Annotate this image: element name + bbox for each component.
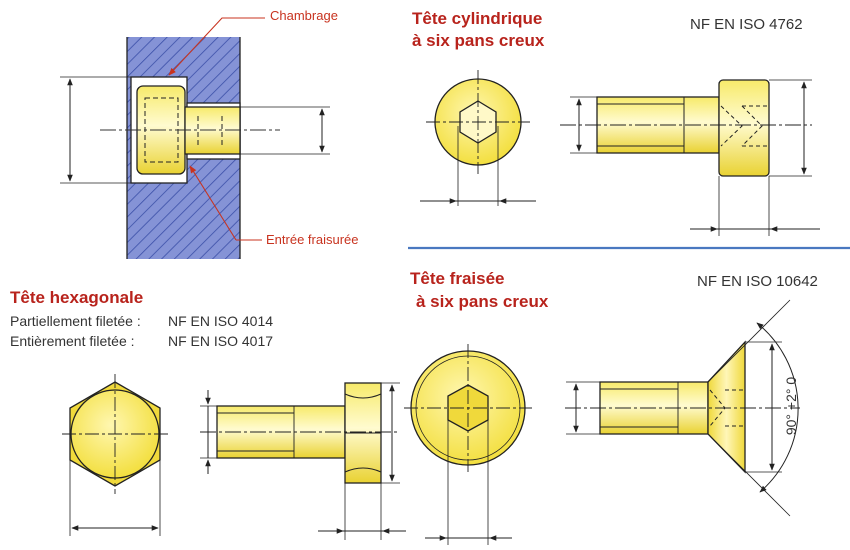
screw-shank-section (184, 106, 241, 155)
callout-chambrage: Chambrage (270, 8, 338, 23)
title-hexagonal: Tête hexagonale (10, 288, 144, 307)
title-cylindrical-line2: à six pans creux (412, 31, 545, 50)
title-countersunk-line2: à six pans creux (416, 292, 549, 311)
cylindrical-head-views (420, 70, 820, 236)
hexagonal-row-standard: NF EN ISO 4014 (168, 313, 274, 329)
counterbore-assembly (60, 17, 330, 259)
angle-tolerance-label: 90° +2° 0 (783, 376, 800, 436)
hexagonal-row-standard: NF EN ISO 4017 (168, 333, 274, 349)
hexagonal-standard-row-1: Partiellement filetée : NF EN ISO 4014 (10, 313, 273, 329)
callout-entree-fraisuree: Entrée fraisurée (266, 232, 359, 247)
hexagonal-row-label: Entièrement filetée : (10, 333, 135, 349)
hexagonal-row-label: Partiellement filetée : (10, 313, 141, 329)
standard-cylindrical: NF EN ISO 4762 (690, 16, 803, 33)
countersunk-head-views (404, 299, 800, 545)
hexagonal-standard-row-2: Entièrement filetée : NF EN ISO 4017 (10, 333, 273, 349)
hexagonal-head-views (62, 374, 406, 540)
standard-countersunk: NF EN ISO 10642 (697, 273, 818, 290)
title-cylindrical-line1: Tête cylindrique (412, 9, 543, 28)
title-countersunk-line1: Tête fraisée (410, 269, 505, 288)
cylindrical-head-side (718, 79, 770, 177)
